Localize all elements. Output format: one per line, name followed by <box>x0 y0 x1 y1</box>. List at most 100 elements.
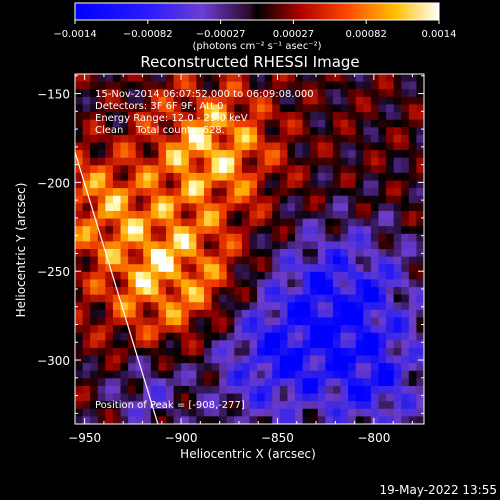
heatmap-cell <box>317 325 326 334</box>
heatmap-cell <box>158 393 167 402</box>
heatmap-cell <box>408 127 417 136</box>
heatmap-cell <box>105 188 114 197</box>
heatmap-cell <box>401 104 410 113</box>
heatmap-cell <box>355 264 364 273</box>
heatmap-cell <box>105 165 114 174</box>
heatmap-cell <box>105 287 114 296</box>
heatmap-cell <box>302 165 311 174</box>
heatmap-cell <box>166 104 175 113</box>
heatmap-cell <box>272 180 281 189</box>
heatmap-cell <box>97 347 106 357</box>
heatmap-cell <box>302 188 311 197</box>
heatmap-cell <box>150 218 159 227</box>
heatmap-cell <box>166 119 175 128</box>
heatmap-cell <box>203 112 213 121</box>
heatmap-cell <box>401 233 410 242</box>
heatmap-cell <box>211 134 220 143</box>
heatmap-cell <box>355 134 364 143</box>
heatmap-cell <box>75 188 84 197</box>
heatmap-cell <box>97 241 106 250</box>
heatmap-cell <box>386 104 395 113</box>
heatmap-cell <box>332 287 342 296</box>
heatmap-cell <box>325 378 334 387</box>
heatmap-cell <box>325 325 334 334</box>
heatmap-cell <box>234 393 243 402</box>
heatmap-cell <box>226 218 235 227</box>
heatmap-cell <box>82 89 91 98</box>
heatmap-cell <box>393 416 402 424</box>
heatmap-cell <box>203 203 213 212</box>
heatmap-cell <box>82 355 91 364</box>
heatmap-cell <box>82 332 91 341</box>
heatmap-cell <box>325 134 334 143</box>
heatmap-cell <box>188 172 197 182</box>
heatmap-cell <box>249 81 258 90</box>
heatmap-cell <box>135 363 144 372</box>
heatmap-cell <box>302 233 311 242</box>
heatmap-cell <box>211 241 220 250</box>
heatmap-cell <box>272 408 281 417</box>
heatmap-cell <box>363 294 372 303</box>
heatmap-cell <box>378 385 387 395</box>
heatmap-cell <box>355 210 364 220</box>
heatmap-cell <box>408 233 417 242</box>
heatmap-cell <box>363 165 372 174</box>
heatmap-cell <box>158 210 167 220</box>
heatmap-cell <box>120 195 129 204</box>
heatmap-cell <box>120 127 129 136</box>
heatmap-cell <box>317 188 326 197</box>
heatmap-cell <box>348 210 357 220</box>
heatmap-cell <box>112 233 122 242</box>
heatmap-cell <box>408 180 417 189</box>
heatmap-cell <box>257 408 266 417</box>
heatmap-cell <box>226 134 235 143</box>
heatmap-cell <box>295 416 304 424</box>
heatmap-cell <box>234 279 243 288</box>
heatmap-cell <box>241 249 250 258</box>
heatmap-cell <box>378 294 387 303</box>
heatmap-cell <box>143 210 152 220</box>
heatmap-cell <box>226 416 235 424</box>
heatmap-cell <box>332 195 342 204</box>
heatmap-cell <box>234 226 243 235</box>
heatmap-cell <box>317 332 326 341</box>
heatmap-cell <box>166 96 175 105</box>
heatmap-cell <box>378 287 387 296</box>
heatmap-cell <box>112 378 122 387</box>
heatmap-cell <box>203 119 213 128</box>
heatmap-cell <box>150 127 159 136</box>
heatmap-cell <box>416 378 424 387</box>
heatmap-cell <box>173 401 182 410</box>
heatmap-cell <box>302 256 311 265</box>
heatmap-cell <box>188 195 197 204</box>
heatmap-cell <box>120 294 129 303</box>
heatmap-cell <box>219 249 228 258</box>
heatmap-cell <box>363 256 372 265</box>
heatmap-cell <box>272 332 281 341</box>
heatmap-cell <box>211 150 220 159</box>
heatmap-cell <box>226 385 235 395</box>
heatmap-cell <box>143 302 152 311</box>
heatmap-cell <box>241 287 250 296</box>
heatmap-cell <box>128 287 137 296</box>
heatmap-cell <box>143 249 152 258</box>
heatmap-cell <box>128 370 137 379</box>
heatmap-cell <box>332 370 342 379</box>
heatmap-cell <box>340 96 349 105</box>
heatmap-cell <box>264 309 273 318</box>
heatmap-cell <box>310 408 319 417</box>
heatmap-cell <box>234 385 243 395</box>
heatmap-cell <box>393 385 402 395</box>
heatmap-cell <box>272 150 281 159</box>
heatmap-cell <box>226 188 235 197</box>
heatmap-cell <box>386 340 395 349</box>
heatmap-cell <box>226 325 235 334</box>
heatmap-cell <box>416 134 424 143</box>
heatmap-cell <box>181 416 190 424</box>
heatmap-cell <box>340 279 349 288</box>
heatmap-cell <box>340 203 349 212</box>
heatmap-cell <box>325 226 334 235</box>
heatmap-cell <box>173 287 182 296</box>
heatmap-cell <box>317 119 326 128</box>
heatmap-cell <box>416 279 424 288</box>
